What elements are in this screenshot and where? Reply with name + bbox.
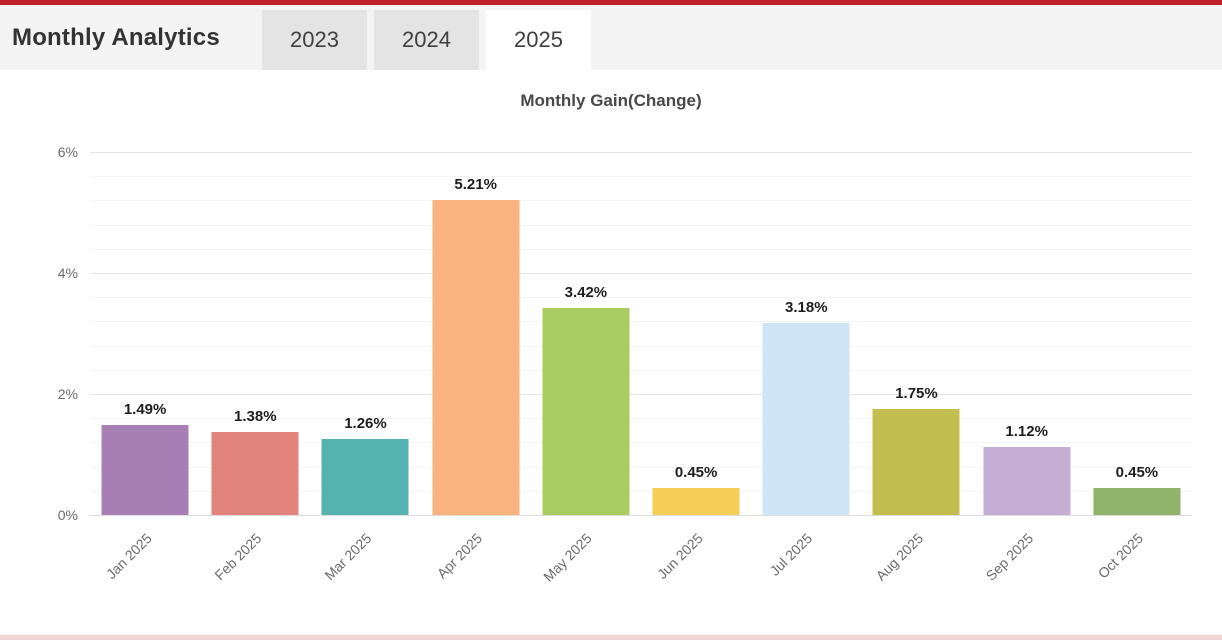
top-accent-bar <box>0 0 1222 5</box>
plot-area: 1.49% 1.38% 1.26% 5.21% 3.42% 0.45% 3.18% 1.75%… <box>90 152 1192 516</box>
bar-slot-may-2025: 3.42% <box>531 152 641 515</box>
gridline-minor <box>90 345 1192 347</box>
gridline-minor <box>90 200 1192 202</box>
x-axis-label-oct-2025: Oct 2025 <box>1094 530 1147 582</box>
gridline-major <box>90 273 1192 274</box>
bar-slot-apr-2025: 5.21% <box>421 152 531 515</box>
gridline-minor <box>90 297 1192 299</box>
x-axis-label-may-2025: May 2025 <box>540 530 596 585</box>
bar-value-label: 1.26% <box>344 414 387 432</box>
gridline-minor <box>90 224 1192 226</box>
x-axis-label-feb-2025: Feb 2025 <box>211 530 265 584</box>
y-axis-tick-label: 4% <box>57 265 78 281</box>
y-axis: 0% 2% 4% 6% <box>0 144 78 523</box>
y-axis-tick-label: 0% <box>57 507 78 523</box>
x-axis-label-aug-2025: Aug 2025 <box>872 530 926 584</box>
y-axis-tick-label: 2% <box>57 386 78 402</box>
tab-2025[interactable]: 2025 <box>486 10 591 70</box>
page-title: Monthly Analytics <box>12 23 220 51</box>
header: Monthly Analytics 2023 2024 2025 <box>0 5 1222 70</box>
bar-may-2025[interactable] <box>542 308 630 515</box>
bar-value-label: 1.38% <box>234 407 277 425</box>
gridline-major <box>90 152 1192 153</box>
gridline-minor <box>90 490 1192 492</box>
year-tabs: 2023 2024 2025 <box>262 10 591 70</box>
gridline-minor <box>90 176 1192 178</box>
x-axis-label-jan-2025: Jan 2025 <box>102 530 155 583</box>
tab-2023[interactable]: 2023 <box>262 10 367 70</box>
bar-slot-jun-2025: 0.45% <box>641 152 751 515</box>
bar-value-label: 1.75% <box>895 385 938 403</box>
bar-value-label: 1.49% <box>123 400 167 418</box>
gridline-minor <box>90 321 1192 323</box>
bar-aug-2025[interactable] <box>872 409 960 515</box>
bar-jul-2025[interactable] <box>762 322 850 515</box>
bar-slot-jul-2025: 3.18% <box>751 152 861 515</box>
gridline-minor <box>90 442 1192 444</box>
bar-value-label: 1.12% <box>1005 423 1048 441</box>
bar-slot-sep-2025: 1.12% <box>972 152 1082 515</box>
y-axis-tick-label: 6% <box>57 144 78 160</box>
x-axis-label-apr-2025: Apr 2025 <box>433 530 486 582</box>
bar-value-label: 5.21% <box>454 175 497 193</box>
x-axis: Jan 2025 Feb 2025 Mar 2025 Apr 2025 May 2025… <box>90 522 1192 634</box>
bar-apr-2025[interactable] <box>432 199 520 515</box>
bar-feb-2025[interactable] <box>211 431 299 515</box>
bar-slot-mar-2025: 1.26% <box>310 152 420 515</box>
bar-slot-aug-2025: 1.75% <box>861 152 971 515</box>
x-axis-label-jul-2025: Jul 2025 <box>766 530 816 579</box>
gridline-minor <box>90 466 1192 468</box>
gridline-minor <box>90 369 1192 371</box>
bar-sep-2025[interactable] <box>983 447 1071 515</box>
chart-title: Monthly Gain(Change) <box>520 91 702 110</box>
gridline-major <box>90 394 1192 395</box>
tab-2024[interactable]: 2024 <box>374 10 479 70</box>
bar-value-label: 0.45% <box>1115 463 1159 481</box>
bar-mar-2025[interactable] <box>321 438 409 515</box>
gridline-major <box>90 515 1192 516</box>
bar-slot-oct-2025: 0.45% <box>1082 152 1192 515</box>
bar-slot-jan-2025: 1.49% <box>90 152 200 515</box>
bar-value-label: 3.18% <box>785 298 828 316</box>
gridline-minor <box>90 418 1192 420</box>
x-axis-label-mar-2025: Mar 2025 <box>321 530 375 584</box>
bar-value-label: 0.45% <box>674 463 718 481</box>
gridline-minor <box>90 248 1192 250</box>
bar-jun-2025[interactable] <box>652 487 740 515</box>
bar-jan-2025[interactable] <box>101 424 189 515</box>
x-axis-label-sep-2025: Sep 2025 <box>982 530 1037 584</box>
bar-slot-feb-2025: 1.38% <box>200 152 310 515</box>
bar-value-label: 3.42% <box>564 284 608 302</box>
x-axis-label-jun-2025: Jun 2025 <box>653 530 706 583</box>
bottom-accent-bar <box>0 635 1222 640</box>
bar-oct-2025[interactable] <box>1093 487 1181 515</box>
